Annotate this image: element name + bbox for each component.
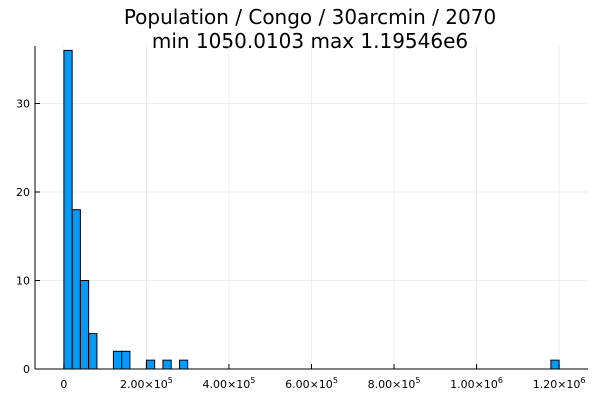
x-tick-label: 4.00×105: [203, 376, 256, 391]
histogram-bar: [550, 359, 560, 370]
histogram-bar: [71, 209, 81, 370]
y-tick-label: 0: [23, 363, 30, 376]
x-tick-label: 8.00×105: [368, 376, 421, 391]
histogram-bar: [88, 333, 98, 370]
histogram-bar: [178, 359, 189, 370]
x-tick-labels: 0 2.00×105 4.00×105 6.00×105 8.00×105 1.00×10…: [60, 376, 585, 391]
x-tick-label: 6.00×105: [285, 376, 338, 391]
x-tick-label: 2.00×105: [120, 376, 173, 391]
chart-title: Population / Congo / 30arcmin / 2070 min…: [124, 5, 496, 53]
histogram-bar: [63, 49, 73, 370]
histogram-bar: [121, 350, 131, 370]
axes: [34, 46, 588, 370]
histogram-bar: [145, 359, 156, 370]
x-tick-label: 1.00×106: [450, 376, 503, 391]
y-tick-labels: 0 10 20 30: [16, 98, 30, 376]
y-tick-label: 20: [16, 186, 30, 199]
title-line-1: Population / Congo / 30arcmin / 2070: [124, 5, 496, 29]
title-line-2: min 1050.0103 max 1.19546e6: [152, 29, 468, 53]
y-tick-label: 30: [16, 98, 30, 111]
histogram-bar: [79, 280, 90, 370]
histogram-bar: [162, 359, 172, 370]
y-tick-label: 10: [16, 275, 30, 288]
x-tick-label: 0: [60, 378, 67, 391]
histogram-bar: [112, 350, 123, 370]
grid: [35, 46, 588, 370]
x-tick-label: 1.20×106: [533, 376, 586, 391]
